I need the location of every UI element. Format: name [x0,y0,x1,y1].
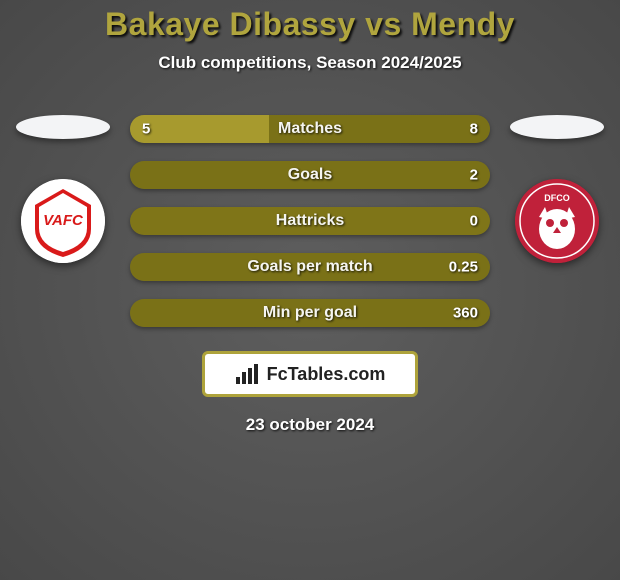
left-club-badge: VAFC [21,179,105,263]
subtitle: Club competitions, Season 2024/2025 [0,53,620,73]
stat-value-right: 0 [470,213,478,230]
page-title: Bakaye Dibassy vs Mendy [0,6,620,43]
svg-text:VAFC: VAFC [43,212,84,229]
left-flag-ellipse [16,115,110,139]
bar-segment-left [130,115,269,143]
stat-bar: Min per goal 360 [130,299,490,327]
stat-value-right: 0.25 [449,259,478,276]
stat-bar: Goals 2 [130,161,490,189]
left-player-col: VAFC [8,115,118,263]
right-player-col: DFCO [502,115,612,263]
stat-bars: Matches 5 8 Goals 2 Hattricks 0 Goals per match… [118,115,502,327]
stat-label: Matches [278,120,342,138]
brand-text: FcTables.com [267,364,386,385]
brand-box[interactable]: FcTables.com [202,351,418,397]
stat-value-right: 8 [470,121,478,138]
stat-bar: Goals per match 0.25 [130,253,490,281]
stat-value-right: 360 [453,305,478,322]
date-line: 23 october 2024 [0,415,620,435]
svg-text:DFCO: DFCO [544,193,570,203]
bar-chart-icon [235,363,261,385]
stat-label: Hattricks [276,212,344,230]
stat-label: Goals per match [247,258,372,276]
stat-value-left: 5 [142,121,150,138]
stat-label: Goals [288,166,332,184]
stat-bar: Matches 5 8 [130,115,490,143]
vafc-logo-icon: VAFC [21,179,105,263]
stat-value-right: 2 [470,167,478,184]
dfco-logo-icon: DFCO [515,179,599,263]
comparison-row: VAFC Matches 5 8 Goals 2 Hattricks 0 Goals per … [0,115,620,327]
right-flag-ellipse [510,115,604,139]
right-club-badge: DFCO [515,179,599,263]
stat-bar: Hattricks 0 [130,207,490,235]
stat-label: Min per goal [263,304,357,322]
